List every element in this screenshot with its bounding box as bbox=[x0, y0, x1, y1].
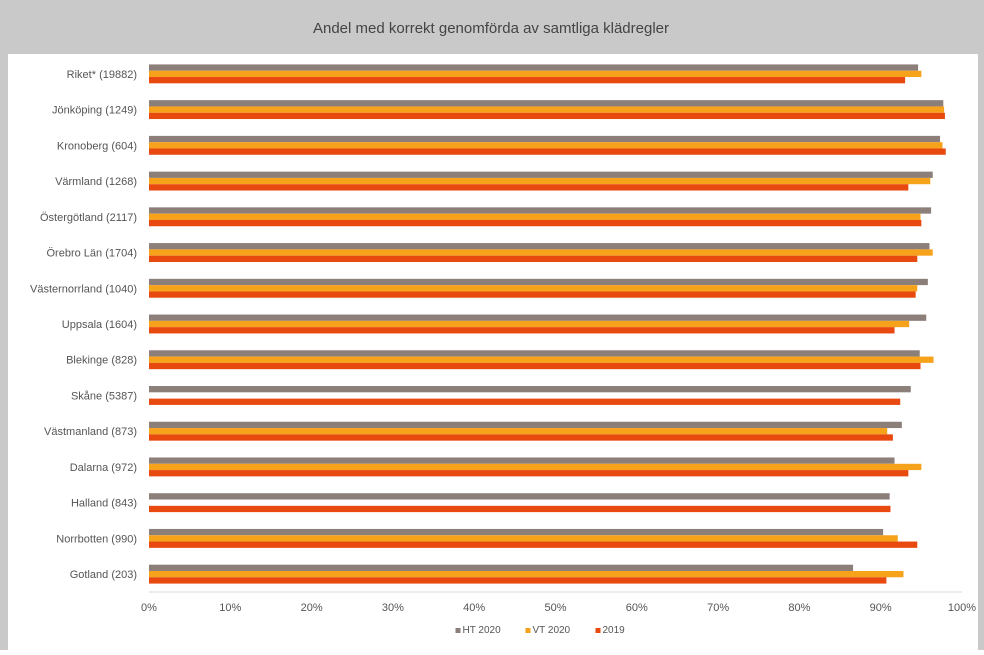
bar-2019 bbox=[149, 291, 916, 298]
bar-ht-2020 bbox=[149, 386, 911, 393]
bars-group bbox=[149, 64, 946, 584]
x-tick-label: 70% bbox=[707, 602, 729, 614]
category-label: Gotland (203) bbox=[70, 569, 137, 581]
legend-swatch-vt-2020 bbox=[525, 628, 531, 633]
bar-2019 bbox=[149, 112, 945, 120]
bar-ht-2020 bbox=[149, 243, 930, 250]
legend-swatch-2019 bbox=[595, 628, 601, 633]
bar-vt-2020 bbox=[149, 320, 910, 328]
bar-2019 bbox=[149, 577, 887, 584]
bar-2019 bbox=[149, 327, 895, 334]
category-label: Halland (843) bbox=[71, 498, 137, 510]
bar-2019 bbox=[149, 434, 893, 441]
legend-label: VT 2020 bbox=[533, 625, 571, 636]
legend-label: 2019 bbox=[603, 625, 626, 636]
bar-ht-2020 bbox=[149, 421, 902, 429]
legend-label: HT 2020 bbox=[463, 625, 502, 636]
bar-2019 bbox=[149, 77, 906, 84]
x-axis-ticks: 0% 10% 20% 30% 40% 50% 60% 70% 80% 90% 100% bbox=[141, 591, 976, 614]
bar-ht-2020 bbox=[149, 278, 928, 286]
bar-vt-2020 bbox=[149, 428, 888, 435]
bar-vt-2020 bbox=[149, 535, 898, 542]
bar-vt-2020 bbox=[149, 285, 918, 292]
category-labels: Riket* (19882) Jönköping (1249) Kronoberg … bbox=[30, 69, 137, 581]
x-tick-label: 80% bbox=[788, 602, 810, 614]
bar-2019 bbox=[149, 255, 918, 262]
bar-vt-2020 bbox=[149, 106, 945, 113]
bar-vt-2020 bbox=[149, 570, 904, 578]
bar-vt-2020 bbox=[149, 463, 922, 471]
bar-ht-2020 bbox=[149, 457, 895, 464]
bar-vt-2020 bbox=[149, 356, 934, 363]
x-tick-label: 60% bbox=[626, 602, 648, 614]
bar-ht-2020 bbox=[149, 493, 890, 500]
bar-vt-2020 bbox=[149, 142, 943, 149]
bar-vt-2020 bbox=[149, 177, 931, 185]
category-label: Norrbotten (990) bbox=[56, 533, 137, 545]
x-tick-label: 10% bbox=[219, 602, 241, 614]
x-tick-label: 100% bbox=[948, 602, 976, 614]
category-label: Blekinge (828) bbox=[66, 355, 137, 367]
bar-ht-2020 bbox=[149, 171, 933, 178]
bar-2019 bbox=[149, 148, 946, 155]
x-tick-label: 30% bbox=[382, 602, 404, 614]
bar-vt-2020 bbox=[149, 249, 933, 256]
category-label: Örebro Län (1704) bbox=[47, 248, 138, 260]
bar-ht-2020 bbox=[149, 100, 944, 107]
bar-2019 bbox=[149, 541, 918, 548]
bar-2019 bbox=[149, 219, 922, 227]
x-tick-label: 0% bbox=[141, 602, 157, 614]
category-label: Västernorrland (1040) bbox=[30, 283, 137, 295]
bar-2019 bbox=[149, 184, 909, 191]
category-label: Dalarna (972) bbox=[70, 462, 137, 474]
bar-ht-2020 bbox=[149, 207, 932, 214]
category-label: Kronoberg (604) bbox=[57, 140, 137, 152]
category-label: Riket* (19882) bbox=[67, 69, 137, 81]
category-label: Östergötland (2117) bbox=[40, 212, 137, 224]
bar-ht-2020 bbox=[149, 528, 884, 536]
legend-swatch-ht-2020 bbox=[455, 628, 461, 633]
bar-ht-2020 bbox=[149, 350, 920, 357]
category-label: Västmanland (873) bbox=[44, 426, 137, 438]
category-label: Värmland (1268) bbox=[55, 176, 137, 188]
x-tick-label: 90% bbox=[870, 602, 892, 614]
bar-vt-2020 bbox=[149, 70, 922, 78]
bar-2019 bbox=[149, 398, 901, 405]
bar-ht-2020 bbox=[149, 135, 941, 143]
legend: HT 2020 VT 2020 2019 bbox=[455, 625, 626, 636]
category-label: Uppsala (1604) bbox=[62, 319, 137, 331]
category-label: Skåne (5387) bbox=[71, 390, 137, 402]
bar-ht-2020 bbox=[149, 564, 854, 571]
x-tick-label: 20% bbox=[301, 602, 323, 614]
x-tick-label: 50% bbox=[544, 602, 566, 614]
bar-vt-2020 bbox=[149, 213, 921, 220]
chart-title: Andel med korrekt genomförda av samtliga… bbox=[313, 20, 669, 37]
bar-ht-2020 bbox=[149, 64, 919, 71]
bar-ht-2020 bbox=[149, 314, 927, 321]
x-tick-label: 40% bbox=[463, 602, 485, 614]
bar-2019 bbox=[149, 362, 921, 370]
category-label: Jönköping (1249) bbox=[52, 105, 137, 117]
bar-2019 bbox=[149, 505, 891, 513]
bar-2019 bbox=[149, 470, 909, 477]
